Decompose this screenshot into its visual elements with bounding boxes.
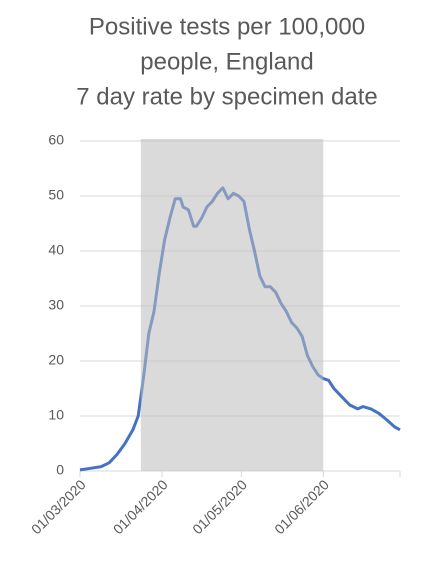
y-tick-label: 50 [48,187,64,203]
chart-title: people, England [140,48,313,75]
y-tick-label: 40 [48,242,64,258]
shaded-span [140,139,324,471]
y-tick-label: 0 [56,462,64,478]
y-tick-label: 10 [48,407,64,423]
x-tick-label: 01/05/2020 [189,476,250,537]
x-tick-label: 01/03/2020 [28,476,89,537]
y-tick-label: 20 [48,352,64,368]
chart-title: 7 day rate by specimen date [76,83,378,110]
y-tick-label: 30 [48,297,64,313]
x-tick-label: 01/04/2020 [110,476,171,537]
y-tick-label: 60 [48,132,64,148]
chart-title: Positive tests per 100,000 [89,13,365,40]
x-tick-label: 01/06/2020 [271,476,332,537]
